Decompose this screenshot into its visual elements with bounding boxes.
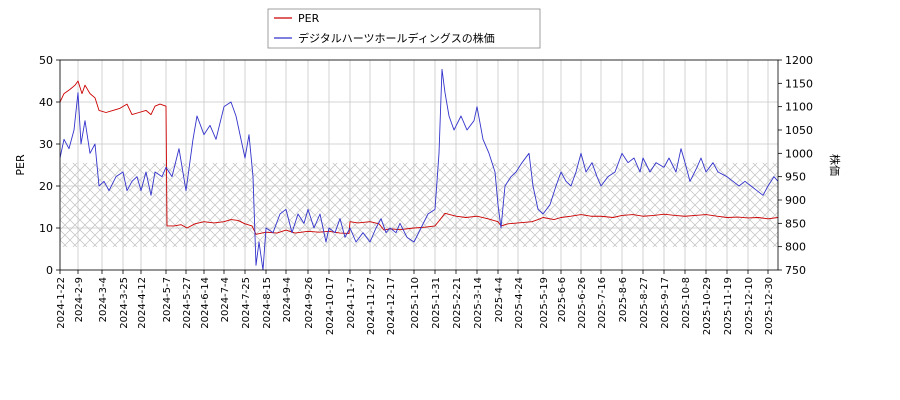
x-tick-label: 2024-12-17 bbox=[386, 277, 397, 335]
y-right-tick-label: 1200 bbox=[785, 54, 813, 67]
y-left-tick-label: 40 bbox=[39, 96, 53, 109]
y-right-tick-label: 800 bbox=[785, 241, 806, 254]
x-tick-label: 2024-1-22 bbox=[56, 277, 67, 329]
x-tick-label: 2025-12-10 bbox=[744, 277, 755, 335]
y-right-axis-label: 株価 bbox=[828, 154, 842, 176]
x-tick-label: 2024-4-12 bbox=[137, 277, 148, 329]
axes: 0 10 20 30 40 50 750 800 850 900 950 1000 1050 1100 11… bbox=[39, 54, 813, 335]
y-right-tick-label: 1000 bbox=[785, 147, 813, 160]
y-right-tick-label: 1050 bbox=[785, 124, 813, 137]
crosshatch-band bbox=[60, 162, 778, 247]
x-tick-label: 2024-11-27 bbox=[366, 277, 377, 335]
x-tick-label: 2024-3-4 bbox=[98, 277, 109, 322]
x-tick-label: 2024-5-7 bbox=[162, 277, 173, 322]
y-left-tick-label: 20 bbox=[39, 180, 53, 193]
x-tick-label: 2025-11-19 bbox=[723, 277, 734, 335]
x-tick-label: 2024-3-25 bbox=[119, 277, 130, 329]
legend-price-label: デジタルハーツホールディングスの株価 bbox=[298, 31, 495, 45]
x-tick-label: 2024-8-15 bbox=[262, 277, 273, 329]
y-right-tick-label: 850 bbox=[785, 217, 806, 230]
legend-per-label: PER bbox=[298, 12, 320, 25]
x-tick-label: 2024-6-14 bbox=[200, 277, 211, 329]
y-right-tick-label: 750 bbox=[785, 264, 806, 277]
x-tick-label: 2025-1-10 bbox=[410, 277, 421, 329]
stock-price-line bbox=[60, 68, 778, 270]
x-tick-label: 2024-11-7 bbox=[346, 277, 357, 329]
x-tick-label: 2024-2-9 bbox=[74, 277, 85, 322]
x-tick-label: 2024-9-4 bbox=[282, 277, 293, 322]
x-tick-label: 2025-4-24 bbox=[514, 277, 525, 329]
y-right-tick-label: 1100 bbox=[785, 101, 813, 114]
x-tick-label: 2025-8-6 bbox=[618, 277, 629, 322]
series-lines bbox=[60, 68, 778, 270]
x-tick-label: 2025-8-27 bbox=[639, 277, 650, 329]
x-tick-label: 2025-4-4 bbox=[494, 277, 505, 322]
x-tick-label: 2025-6-26 bbox=[577, 277, 588, 329]
x-tick-label: 2025-9-17 bbox=[660, 277, 671, 329]
x-tick-label: 2025-7-16 bbox=[597, 277, 608, 329]
y-left-axis-label: PER bbox=[14, 154, 27, 176]
y-left-tick-label: 50 bbox=[39, 54, 53, 67]
x-tick-label: 2025-3-14 bbox=[473, 277, 484, 329]
y-right-tick-label: 1150 bbox=[785, 77, 813, 90]
x-tick-label: 2025-5-19 bbox=[539, 277, 550, 329]
per-line bbox=[60, 80, 778, 235]
y-left-tick-label: 10 bbox=[39, 222, 53, 235]
y-left-tick-label: 30 bbox=[39, 138, 53, 151]
x-tick-label: 2024-7-4 bbox=[220, 277, 231, 322]
plot-frame bbox=[59, 59, 779, 271]
x-tick-label: 2025-6-6 bbox=[557, 277, 568, 322]
legend-box bbox=[267, 8, 541, 49]
y-left-tick-label: 0 bbox=[46, 264, 53, 277]
x-tick-label: 2024-5-27 bbox=[182, 277, 193, 329]
legend: PER デジタルハーツホールディングスの株価 bbox=[267, 8, 541, 49]
x-tick-label: 2024-10-17 bbox=[325, 277, 336, 335]
y-right-tick-label: 950 bbox=[785, 171, 806, 184]
x-tick-label: 2025-12-30 bbox=[764, 277, 775, 335]
x-tick-label: 2025-2-21 bbox=[452, 277, 463, 329]
x-tick-label: 2025-1-31 bbox=[431, 277, 442, 329]
x-tick-label: 2025-10-29 bbox=[702, 277, 713, 335]
x-tick-label: 2024-7-25 bbox=[241, 277, 252, 329]
y-right-tick-label: 900 bbox=[785, 194, 806, 207]
x-tick-label: 2025-10-8 bbox=[681, 277, 692, 329]
x-tick-label: 2024-9-26 bbox=[304, 277, 315, 329]
